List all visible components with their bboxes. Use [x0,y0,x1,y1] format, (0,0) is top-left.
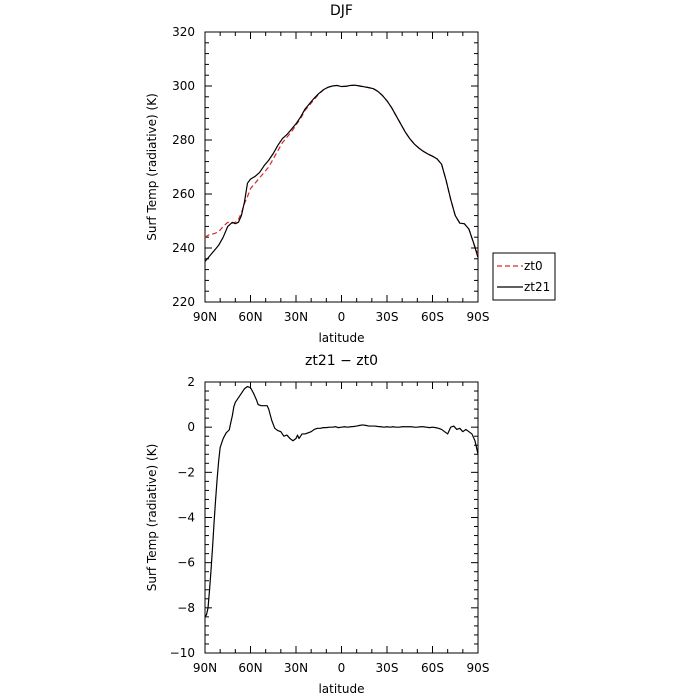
x-tick-label: 30N [284,310,308,324]
y-tick-label: −10 [170,646,195,660]
y-tick-label: 2 [187,375,195,389]
x-tick-label: 0 [338,310,346,324]
x-tick-label: 30S [376,661,399,675]
x-tick-label: 0 [338,661,346,675]
x-tick-label: 90N [193,310,217,324]
y-tick-label: 0 [187,420,195,434]
legend: zt0 zt21 [492,252,556,301]
y-tick-label: 220 [172,295,195,309]
y-tick-label: 280 [172,133,195,147]
legend-label-zt0: zt0 [524,259,543,273]
x-tick-label: 60N [238,310,262,324]
y-tick-label: 300 [172,79,195,93]
y-tick-label: 320 [172,25,195,39]
series-line-series-1 [204,385,479,618]
plot-frame [204,381,479,654]
x-tick-label: 60S [421,661,444,675]
x-tick-label: 30S [376,310,399,324]
y-tick-label: −6 [177,556,195,570]
series-line-zt21 [204,84,479,262]
x-tick-label: 90N [193,661,217,675]
legend-box [492,252,556,301]
y-tick-label: −4 [177,511,195,525]
x-tick-label: 90S [467,310,490,324]
y-axis-title: Surf Temp (radiative) (K) [145,444,159,592]
plot-frame [204,31,479,303]
y-tick-label: −8 [177,601,195,615]
x-tick-label: 90S [467,661,490,675]
y-tick-label: 240 [172,241,195,255]
y-tick-label: −2 [177,465,195,479]
series-line-zt0 [204,84,479,255]
x-axis-title: latitude [318,331,364,345]
chart-panel-1: 220 240 260 280 300 320 90N 60N 30N 0 30S 60S 90S DJF… [145,3,556,345]
legend-label-zt21: zt21 [524,280,550,294]
y-axis-title: Surf Temp (radiative) (K) [145,93,159,241]
chart-title: zt21 − zt0 [305,353,378,369]
x-tick-label: 60S [421,310,444,324]
x-tick-label: 60N [238,661,262,675]
y-tick-label: 260 [172,187,195,201]
chart-title: DJF [330,3,353,19]
x-tick-label: 30N [284,661,308,675]
x-axis-title: latitude [318,682,364,696]
